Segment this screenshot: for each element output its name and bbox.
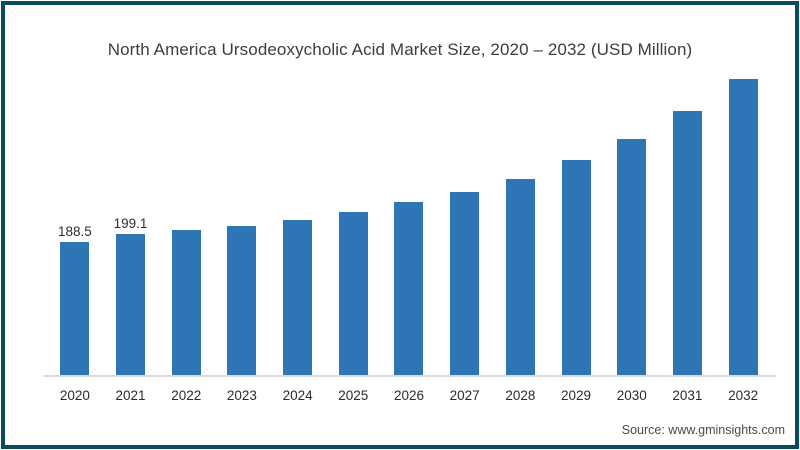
bar-slot-2025 bbox=[325, 75, 381, 375]
bar-slot-2021: 199.1 bbox=[103, 75, 159, 375]
x-axis-line bbox=[44, 375, 776, 377]
bar-2032 bbox=[728, 78, 758, 375]
bar-slot-2023 bbox=[214, 75, 270, 375]
bar-2028 bbox=[505, 178, 535, 375]
x-tick-2021: 2021 bbox=[115, 388, 146, 403]
x-tick-2031: 2031 bbox=[672, 388, 703, 403]
bar-slot-2030 bbox=[604, 75, 660, 375]
bar-2022 bbox=[171, 229, 201, 375]
bar-slot-2032 bbox=[715, 75, 771, 375]
source-attribution: Source: www.gminsights.com bbox=[621, 423, 785, 437]
bar-slot-2029 bbox=[548, 75, 604, 375]
bar-slot-2027 bbox=[437, 75, 493, 375]
bar-value-label-2020: 188.5 bbox=[57, 223, 92, 239]
x-tick-2030: 2030 bbox=[616, 388, 647, 403]
bar-2030 bbox=[617, 139, 647, 375]
x-tick-2029: 2029 bbox=[561, 388, 592, 403]
bar-2025 bbox=[338, 212, 368, 375]
bar-slot-2022 bbox=[158, 75, 214, 375]
bar-2029 bbox=[561, 160, 591, 375]
x-axis-labels: 2020 2021 2022 2023 2024 2025 2026 2027 2028 2029… bbox=[47, 388, 771, 403]
bar-2020 bbox=[60, 241, 90, 375]
chart-title: North America Ursodeoxycholic Acid Marke… bbox=[107, 40, 693, 59]
x-tick-2028: 2028 bbox=[505, 388, 536, 403]
bar-2027 bbox=[450, 192, 480, 375]
bar-2024 bbox=[283, 219, 313, 375]
bar-2023 bbox=[227, 225, 257, 375]
x-tick-2032: 2032 bbox=[728, 388, 759, 403]
bar-2026 bbox=[394, 202, 424, 375]
bars-row: 188.5 199.1 bbox=[47, 75, 771, 375]
x-tick-2026: 2026 bbox=[393, 388, 424, 403]
bar-slot-2024 bbox=[270, 75, 326, 375]
bar-slot-2028 bbox=[493, 75, 549, 375]
bar-value-label-2021: 199.1 bbox=[113, 216, 148, 232]
x-tick-2027: 2027 bbox=[449, 388, 480, 403]
x-tick-2023: 2023 bbox=[226, 388, 257, 403]
x-tick-2020: 2020 bbox=[59, 388, 90, 403]
x-tick-2025: 2025 bbox=[338, 388, 369, 403]
x-tick-2022: 2022 bbox=[171, 388, 202, 403]
bar-slot-2031 bbox=[660, 75, 716, 375]
bar-2031 bbox=[672, 111, 702, 375]
bar-slot-2020: 188.5 bbox=[47, 75, 103, 375]
bar-2021 bbox=[116, 234, 146, 375]
x-tick-2024: 2024 bbox=[282, 388, 313, 403]
bar-slot-2026 bbox=[381, 75, 437, 375]
